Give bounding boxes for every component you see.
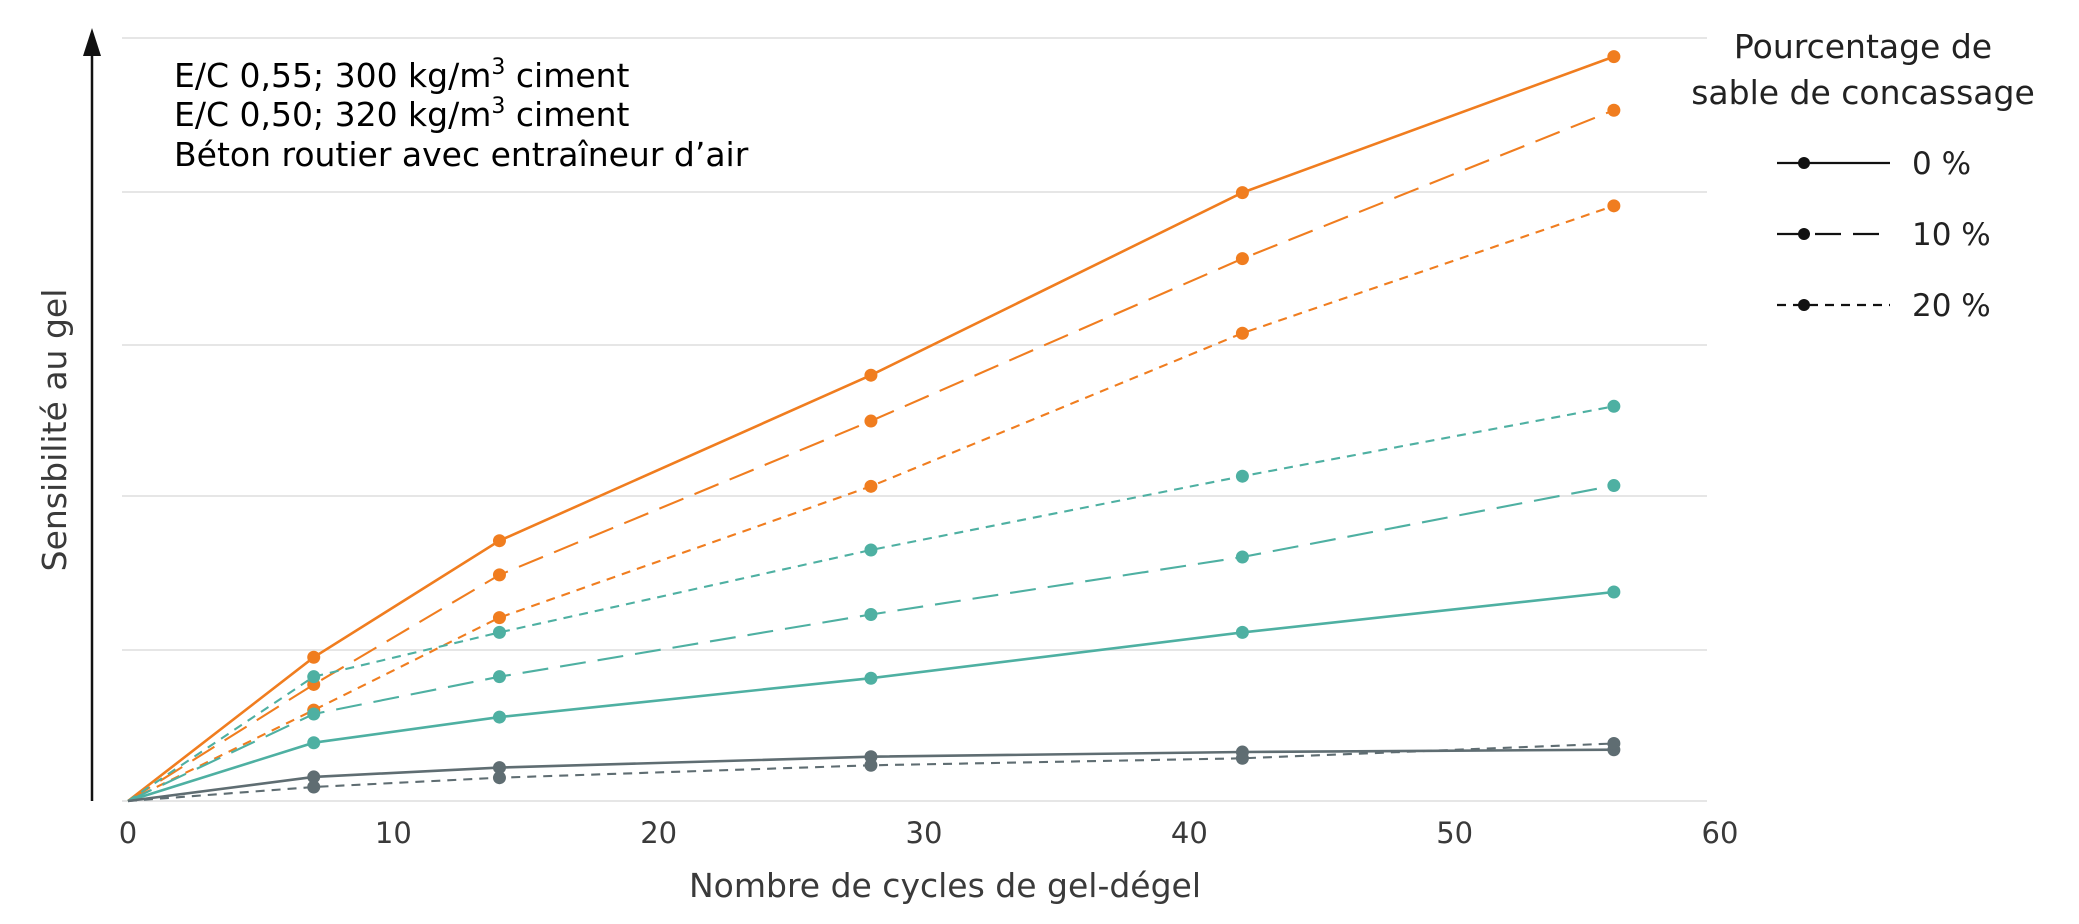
data-point xyxy=(864,414,878,428)
legend-orange-prefix: E/C 0,55; 300 kg/m xyxy=(174,56,491,95)
series-line xyxy=(127,55,1615,803)
data-point xyxy=(307,707,321,721)
legend-orange-suffix: ciment xyxy=(505,56,629,95)
data-point xyxy=(1607,103,1621,117)
data-point xyxy=(492,670,506,684)
data-point xyxy=(307,780,321,794)
series-4 xyxy=(127,479,1621,802)
style-legend-marker xyxy=(1798,299,1810,311)
data-point xyxy=(1607,199,1621,213)
data-point xyxy=(492,710,506,724)
data-point xyxy=(1607,737,1621,751)
data-point xyxy=(1607,585,1621,599)
grid-lines xyxy=(122,37,1707,802)
x-tick-label: 50 xyxy=(1436,816,1473,850)
data-point xyxy=(864,543,878,557)
series-3 xyxy=(127,585,1621,803)
style-legend-items: 0 % 10 % 20 % xyxy=(1777,146,1991,324)
legend-gray-label: Béton routier avec entraîneur d’air xyxy=(174,135,749,174)
data-point xyxy=(307,650,321,664)
data-point xyxy=(307,670,321,684)
series-line xyxy=(127,590,1615,803)
data-point xyxy=(492,625,506,639)
data-point xyxy=(1607,479,1621,493)
series-1 xyxy=(127,103,1621,802)
data-point xyxy=(864,608,878,622)
data-point xyxy=(1235,326,1249,340)
data-point xyxy=(307,736,321,750)
series-line xyxy=(127,748,1614,803)
style-legend-label: 0 % xyxy=(1912,146,1971,182)
legend-orange-sup: 3 xyxy=(491,55,505,80)
legend-teal-suffix: ciment xyxy=(505,95,629,134)
style-legend-label: 10 % xyxy=(1912,217,1991,253)
x-tick-label: 60 xyxy=(1702,816,1739,850)
data-point xyxy=(1235,186,1249,200)
x-tick-labels: 0 10 20 30 40 50 60 xyxy=(119,816,1739,850)
data-point xyxy=(1235,469,1249,483)
x-axis-title: Nombre de cycles de gel-dégel xyxy=(689,866,1201,905)
data-point xyxy=(864,671,878,685)
data-point xyxy=(1235,252,1249,266)
series-line xyxy=(127,204,1615,802)
data-point xyxy=(864,368,878,382)
series-layer xyxy=(127,50,1621,803)
data-point xyxy=(1235,550,1249,564)
style-legend-item: 0 % xyxy=(1777,146,1971,182)
data-point xyxy=(492,761,506,775)
series-0 xyxy=(127,50,1621,803)
style-legend: Pourcentage de sable de concassage 0 % 10… xyxy=(1691,27,2035,324)
series-line xyxy=(127,484,1615,802)
series-7 xyxy=(127,737,1621,803)
data-point xyxy=(1607,50,1621,64)
data-point xyxy=(307,770,321,784)
legend-orange-label: E/C 0,55; 300 kg/m3 ciment xyxy=(174,55,630,95)
axes xyxy=(83,28,101,801)
style-legend-title-line2: sable de concassage xyxy=(1691,73,2035,112)
series-line xyxy=(127,109,1615,802)
x-tick-label: 0 xyxy=(119,816,137,850)
y-axis-arrow-icon xyxy=(83,28,101,56)
x-tick-label: 40 xyxy=(1171,816,1208,850)
x-tick-label: 30 xyxy=(906,816,943,850)
style-legend-item: 10 % xyxy=(1777,217,1991,253)
x-tick-label: 10 xyxy=(375,816,412,850)
legend-teal-sup: 3 xyxy=(491,94,505,119)
series-5 xyxy=(127,399,1621,802)
data-point xyxy=(1607,399,1621,413)
series-2 xyxy=(127,199,1621,802)
series-line xyxy=(127,405,1615,802)
legend-teal-label: E/C 0,50; 320 kg/m3 ciment xyxy=(174,94,630,134)
data-point xyxy=(864,758,878,772)
data-point xyxy=(492,568,506,582)
style-legend-marker xyxy=(1798,228,1810,240)
data-point xyxy=(492,771,506,785)
data-point xyxy=(1235,751,1249,765)
style-legend-marker xyxy=(1798,157,1810,169)
legend-teal-prefix: E/C 0,50; 320 kg/m xyxy=(174,95,491,134)
series-group-legend: E/C 0,55; 300 kg/m3 ciment E/C 0,50; 320… xyxy=(174,55,749,174)
data-point xyxy=(492,611,506,625)
data-point xyxy=(1235,625,1249,639)
style-legend-title-line1: Pourcentage de xyxy=(1734,27,1992,66)
data-point xyxy=(492,534,506,548)
style-legend-item: 20 % xyxy=(1777,288,1991,324)
style-legend-label: 20 % xyxy=(1912,288,1991,324)
y-axis-title: Sensibilité au gel xyxy=(35,289,74,572)
x-tick-label: 20 xyxy=(640,816,677,850)
data-point xyxy=(864,479,878,493)
